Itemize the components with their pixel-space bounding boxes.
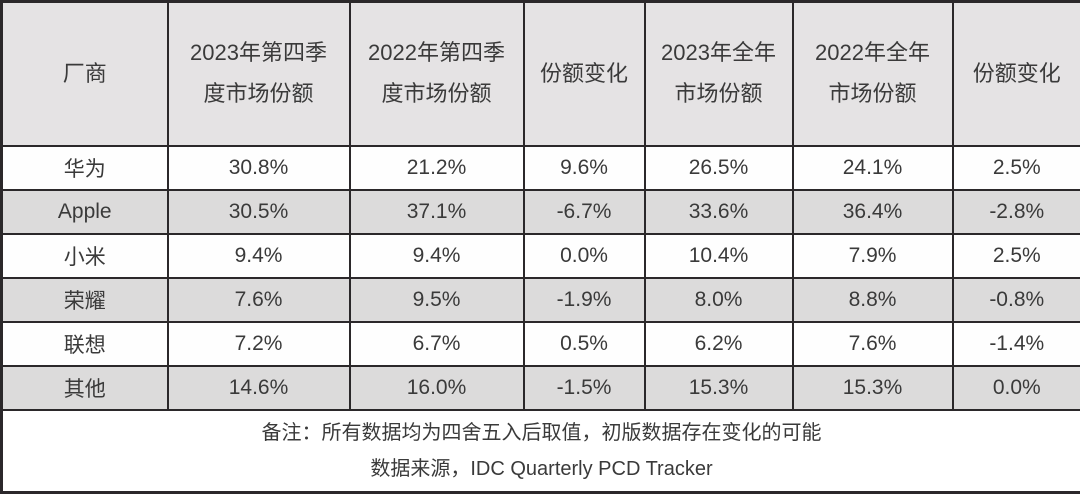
value-cell: 21.2% bbox=[350, 146, 524, 190]
value-cell: 9.5% bbox=[350, 278, 524, 322]
value-cell: 6.2% bbox=[645, 322, 793, 366]
value-cell: 7.6% bbox=[168, 278, 350, 322]
vendor-cell: 小米 bbox=[2, 234, 168, 278]
value-cell: 9.6% bbox=[524, 146, 645, 190]
value-cell: 24.1% bbox=[793, 146, 953, 190]
header-cell-vendor: 厂商 bbox=[2, 2, 168, 147]
value-cell: -2.8% bbox=[953, 190, 1080, 234]
value-cell: 37.1% bbox=[350, 190, 524, 234]
value-cell: 7.9% bbox=[793, 234, 953, 278]
value-cell: -1.9% bbox=[524, 278, 645, 322]
value-cell: -1.4% bbox=[953, 322, 1080, 366]
value-cell: 15.3% bbox=[645, 366, 793, 410]
header-cell-2022q4-share: 2022年第四季度市场份额 bbox=[350, 2, 524, 147]
header-cell-2023q4-share: 2023年第四季度市场份额 bbox=[168, 2, 350, 147]
value-cell: 2.5% bbox=[953, 146, 1080, 190]
value-cell: 0.0% bbox=[953, 366, 1080, 410]
note-line: 备注：所有数据均为四舍五入后取值，初版数据存在变化的可能 bbox=[13, 415, 1070, 451]
vendor-cell: Apple bbox=[2, 190, 168, 234]
footer-row: 备注：所有数据均为四舍五入后取值，初版数据存在变化的可能 数据来源，IDC Qu… bbox=[2, 410, 1080, 493]
value-cell: 30.8% bbox=[168, 146, 350, 190]
value-cell: 30.5% bbox=[168, 190, 350, 234]
value-cell: -6.7% bbox=[524, 190, 645, 234]
table-row-apple: Apple 30.5% 37.1% -6.7% 33.6% 36.4% -2.8… bbox=[2, 190, 1080, 234]
value-cell: 8.8% bbox=[793, 278, 953, 322]
value-cell: -0.8% bbox=[953, 278, 1080, 322]
value-cell: 9.4% bbox=[350, 234, 524, 278]
source-line: 数据来源，IDC Quarterly PCD Tracker bbox=[13, 451, 1070, 487]
vendor-cell: 华为 bbox=[2, 146, 168, 190]
value-cell: 9.4% bbox=[168, 234, 350, 278]
value-cell: 0.5% bbox=[524, 322, 645, 366]
value-cell: 36.4% bbox=[793, 190, 953, 234]
value-cell: 7.2% bbox=[168, 322, 350, 366]
table-row-honor: 荣耀 7.6% 9.5% -1.9% 8.0% 8.8% -0.8% bbox=[2, 278, 1080, 322]
table-row-huawei: 华为 30.8% 21.2% 9.6% 26.5% 24.1% 2.5% bbox=[2, 146, 1080, 190]
value-cell: 14.6% bbox=[168, 366, 350, 410]
header-cell-q4-share-change: 份额变化 bbox=[524, 2, 645, 147]
table-footnote-cell: 备注：所有数据均为四舍五入后取值，初版数据存在变化的可能 数据来源，IDC Qu… bbox=[2, 410, 1080, 493]
vendor-cell: 荣耀 bbox=[2, 278, 168, 322]
header-cell-2023fy-share: 2023年全年市场份额 bbox=[645, 2, 793, 147]
value-cell: 7.6% bbox=[793, 322, 953, 366]
value-cell: 10.4% bbox=[645, 234, 793, 278]
vendor-cell: 联想 bbox=[2, 322, 168, 366]
header-row: 厂商 2023年第四季度市场份额 2022年第四季度市场份额 份额变化 2023… bbox=[2, 2, 1080, 147]
value-cell: 0.0% bbox=[524, 234, 645, 278]
table-row-lenovo: 联想 7.2% 6.7% 0.5% 6.2% 7.6% -1.4% bbox=[2, 322, 1080, 366]
value-cell: 26.5% bbox=[645, 146, 793, 190]
value-cell: 2.5% bbox=[953, 234, 1080, 278]
value-cell: 15.3% bbox=[793, 366, 953, 410]
value-cell: 33.6% bbox=[645, 190, 793, 234]
vendor-cell: 其他 bbox=[2, 366, 168, 410]
value-cell: -1.5% bbox=[524, 366, 645, 410]
table-row-xiaomi: 小米 9.4% 9.4% 0.0% 10.4% 7.9% 2.5% bbox=[2, 234, 1080, 278]
value-cell: 6.7% bbox=[350, 322, 524, 366]
header-cell-fy-share-change: 份额变化 bbox=[953, 2, 1080, 147]
value-cell: 8.0% bbox=[645, 278, 793, 322]
table-row-others: 其他 14.6% 16.0% -1.5% 15.3% 15.3% 0.0% bbox=[2, 366, 1080, 410]
header-cell-2022fy-share: 2022年全年市场份额 bbox=[793, 2, 953, 147]
value-cell: 16.0% bbox=[350, 366, 524, 410]
